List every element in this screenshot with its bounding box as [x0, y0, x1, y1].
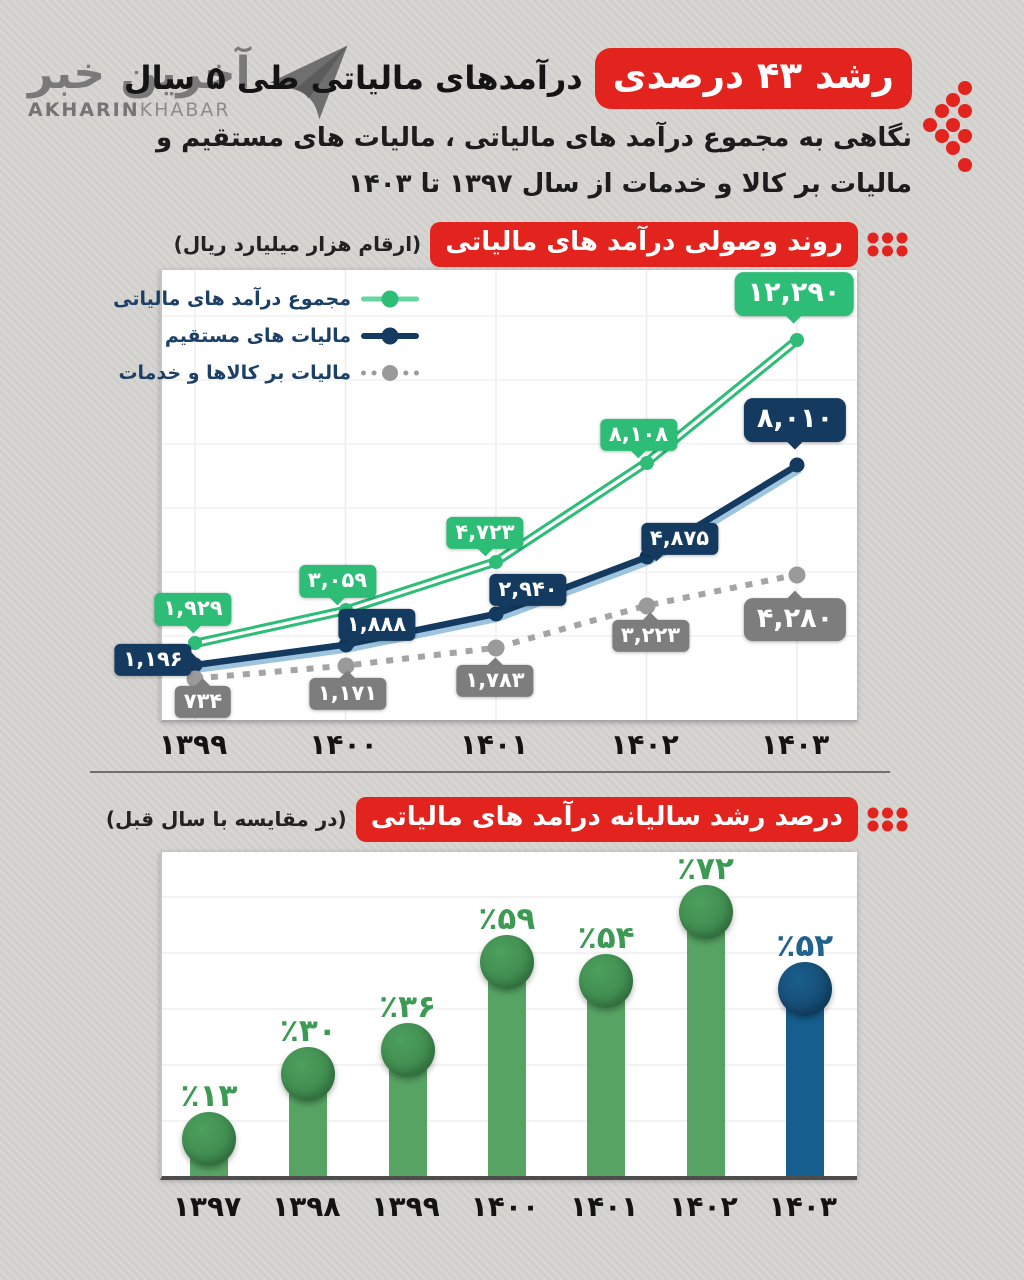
red-dots-arrow-ornament: [923, 81, 972, 172]
value-label: ۱۲,۲۹۰: [734, 272, 854, 324]
red-dots-icon: [867, 807, 908, 832]
data-point: [188, 636, 202, 651]
navy-line-marker-icon: [361, 327, 419, 345]
growth-bar: [380, 1023, 435, 1176]
section-1-header: روند وصولی درآمد های مالیاتی (ارقام هزار…: [174, 222, 908, 267]
value-label: ۴,۲۸۰: [743, 590, 847, 642]
header: رشد ۴۳ درصدی درآمدهای مالیاتی طی ۵ سال ن…: [124, 48, 912, 202]
value-label: ۳,۲۲۳: [611, 611, 690, 652]
value-label: ۲,۹۴۰: [489, 573, 567, 613]
section-2-header: درصد رشد سالیانه درآمد های مالیاتی (در م…: [106, 797, 908, 842]
value-label: ۱,۷۸۳: [456, 657, 534, 697]
data-point: [638, 597, 655, 615]
legend-item-direct-taxes: مالیات های مستقیم: [165, 325, 419, 347]
section-2-unit-note: (در مقایسه با سال قبل): [105, 807, 347, 832]
line-chart-x-axis: ۱۳۹۹ ۱۴۰۰ ۱۴۰۱ ۱۴۰۲ ۱۴۰۳: [158, 728, 855, 770]
value-label: ۸,۱۰۸: [599, 418, 678, 459]
growth-bar: [281, 1046, 336, 1176]
logo-wordmark: آخرین خبر AKHARINKHABAR: [28, 47, 252, 121]
value-label: ۱,۱۷۱: [308, 670, 387, 710]
x-tick-label: ۱۴۰۰: [309, 728, 378, 761]
growth-bar: [678, 884, 733, 1176]
growth-bar: [777, 961, 832, 1176]
bar-cap-circle: [777, 961, 832, 1016]
x-tick-label: ۱۳۹۹: [158, 728, 228, 761]
x-tick-label: ۱۴۰۲: [669, 1190, 738, 1223]
bar-cap-circle: [380, 1023, 435, 1078]
headline-badge: رشد ۴۳ درصدی: [594, 48, 912, 109]
x-tick-label: ۱۳۹۹: [371, 1190, 440, 1223]
data-point: [639, 455, 654, 470]
data-point: [487, 639, 505, 657]
paper-plane-icon: [269, 45, 348, 120]
legend-item-total: مجموع درآمد های مالیاتی: [113, 288, 419, 310]
growth-bar: [579, 954, 634, 1176]
bar-value-label: ٪۳۰: [279, 1012, 337, 1049]
x-tick-label: ۱۳۹۷: [172, 1190, 242, 1223]
value-label: ۱,۱۹۶: [114, 643, 200, 677]
line-chart-panel: مجموع درآمد های مالیاتی مالیات های مستقی…: [113, 270, 857, 722]
logo-latin-light: KHABAR: [139, 99, 231, 122]
bar-cap-circle: [579, 954, 634, 1009]
x-tick-label: ۱۳۹۸: [272, 1190, 341, 1223]
bar-value-label: ٪۳۶: [379, 989, 436, 1026]
logo-persian-wordmark: آخرین خبر: [28, 47, 252, 99]
bar-cap-circle: [182, 1111, 236, 1166]
bar-cap-circle: [479, 934, 534, 989]
value-label: ۱,۸۸۸: [337, 608, 416, 648]
data-point: [337, 657, 354, 675]
green-line-marker-icon: [361, 290, 419, 308]
data-point: [788, 566, 806, 584]
bar-chart-panel: ٪۱۳ ٪۳۰ ٪۳۶ ٪۵۹ ٪۵۴ ٪۷۲ ٪۵۲: [160, 850, 857, 1180]
x-tick-label: ۱۴۰۰: [470, 1190, 540, 1223]
headline-title: درآمدهای مالیاتی طی ۵ سال: [123, 59, 583, 98]
akharinkhabar-logo: آخرین خبر AKHARINKHABAR: [28, 42, 353, 130]
section-1-title-badge: روند وصولی درآمد های مالیاتی: [430, 222, 858, 267]
headline-subtitle-line1: نگاهی به مجموع درآمد های مالیاتی ، مالیا…: [155, 122, 912, 153]
growth-bar: [479, 934, 534, 1176]
logo-latin-wordmark: AKHARINKHABAR: [28, 99, 251, 121]
bar-value-label: ٪۵۲: [776, 927, 834, 964]
line-chart-legend: مجموع درآمد های مالیاتی مالیات های مستقی…: [113, 288, 419, 399]
data-point: [489, 554, 503, 569]
legend-label: مالیات های مستقیم: [164, 325, 351, 347]
bar-chart-x-axis: ۱۳۹۷ ۱۳۹۸ ۱۳۹۹ ۱۴۰۰ ۱۴۰۱ ۱۴۰۲ ۱۴۰۳: [160, 1190, 855, 1232]
value-label: ۳,۰۵۹: [298, 565, 377, 606]
x-tick-label: ۱۴۰۲: [610, 728, 679, 761]
data-point: [789, 457, 805, 473]
data-point: [790, 333, 804, 348]
red-dots-icon: [867, 232, 908, 257]
value-label: ۸,۰۱۰: [743, 398, 847, 450]
section-divider: [90, 771, 890, 773]
x-tick-label: ۱۴۰۱: [570, 1190, 639, 1223]
legend-label: مجموع درآمد های مالیاتی: [113, 288, 351, 310]
gray-dotted-line-marker-icon: [361, 364, 419, 382]
data-point: [488, 606, 504, 622]
value-label: ۱,۹۲۹: [154, 593, 232, 634]
legend-label: مالیات بر کالاها و خدمات: [118, 362, 351, 384]
headline: رشد ۴۳ درصدی درآمدهای مالیاتی طی ۵ سال: [124, 48, 912, 109]
legend-item-goods-services: مالیات بر کالاها و خدمات: [118, 362, 419, 384]
bar-value-label: ٪۱۳: [180, 1077, 238, 1114]
bar-value-label: ٪۵۴: [577, 920, 635, 957]
value-label: ۴,۷۲۳: [446, 516, 524, 557]
value-label: ۷۳۴: [174, 677, 232, 718]
bar-cap-circle: [678, 884, 733, 939]
growth-bar: [182, 1111, 236, 1176]
logo-latin-bold: AKHARIN: [28, 99, 140, 122]
bar-value-label: ٪۵۹: [478, 900, 536, 937]
headline-subtitle-line2: مالیات بر کالا و خدمات از سال ۱۳۹۷ تا ۱۴…: [348, 169, 912, 200]
value-label: ۴,۸۷۵: [640, 523, 719, 562]
x-tick-label: ۱۴۰۳: [760, 728, 830, 761]
bar-value-label: ٪۷۲: [677, 850, 734, 887]
section-2-title-badge: درصد رشد سالیانه درآمد های مالیاتی: [355, 797, 858, 842]
x-tick-label: ۱۴۰۳: [768, 1190, 837, 1223]
x-tick-label: ۱۴۰۱: [459, 728, 529, 761]
section-1-unit-note: (ارقام هزار میلیارد ریال): [173, 232, 422, 257]
bar-cap-circle: [281, 1046, 336, 1101]
